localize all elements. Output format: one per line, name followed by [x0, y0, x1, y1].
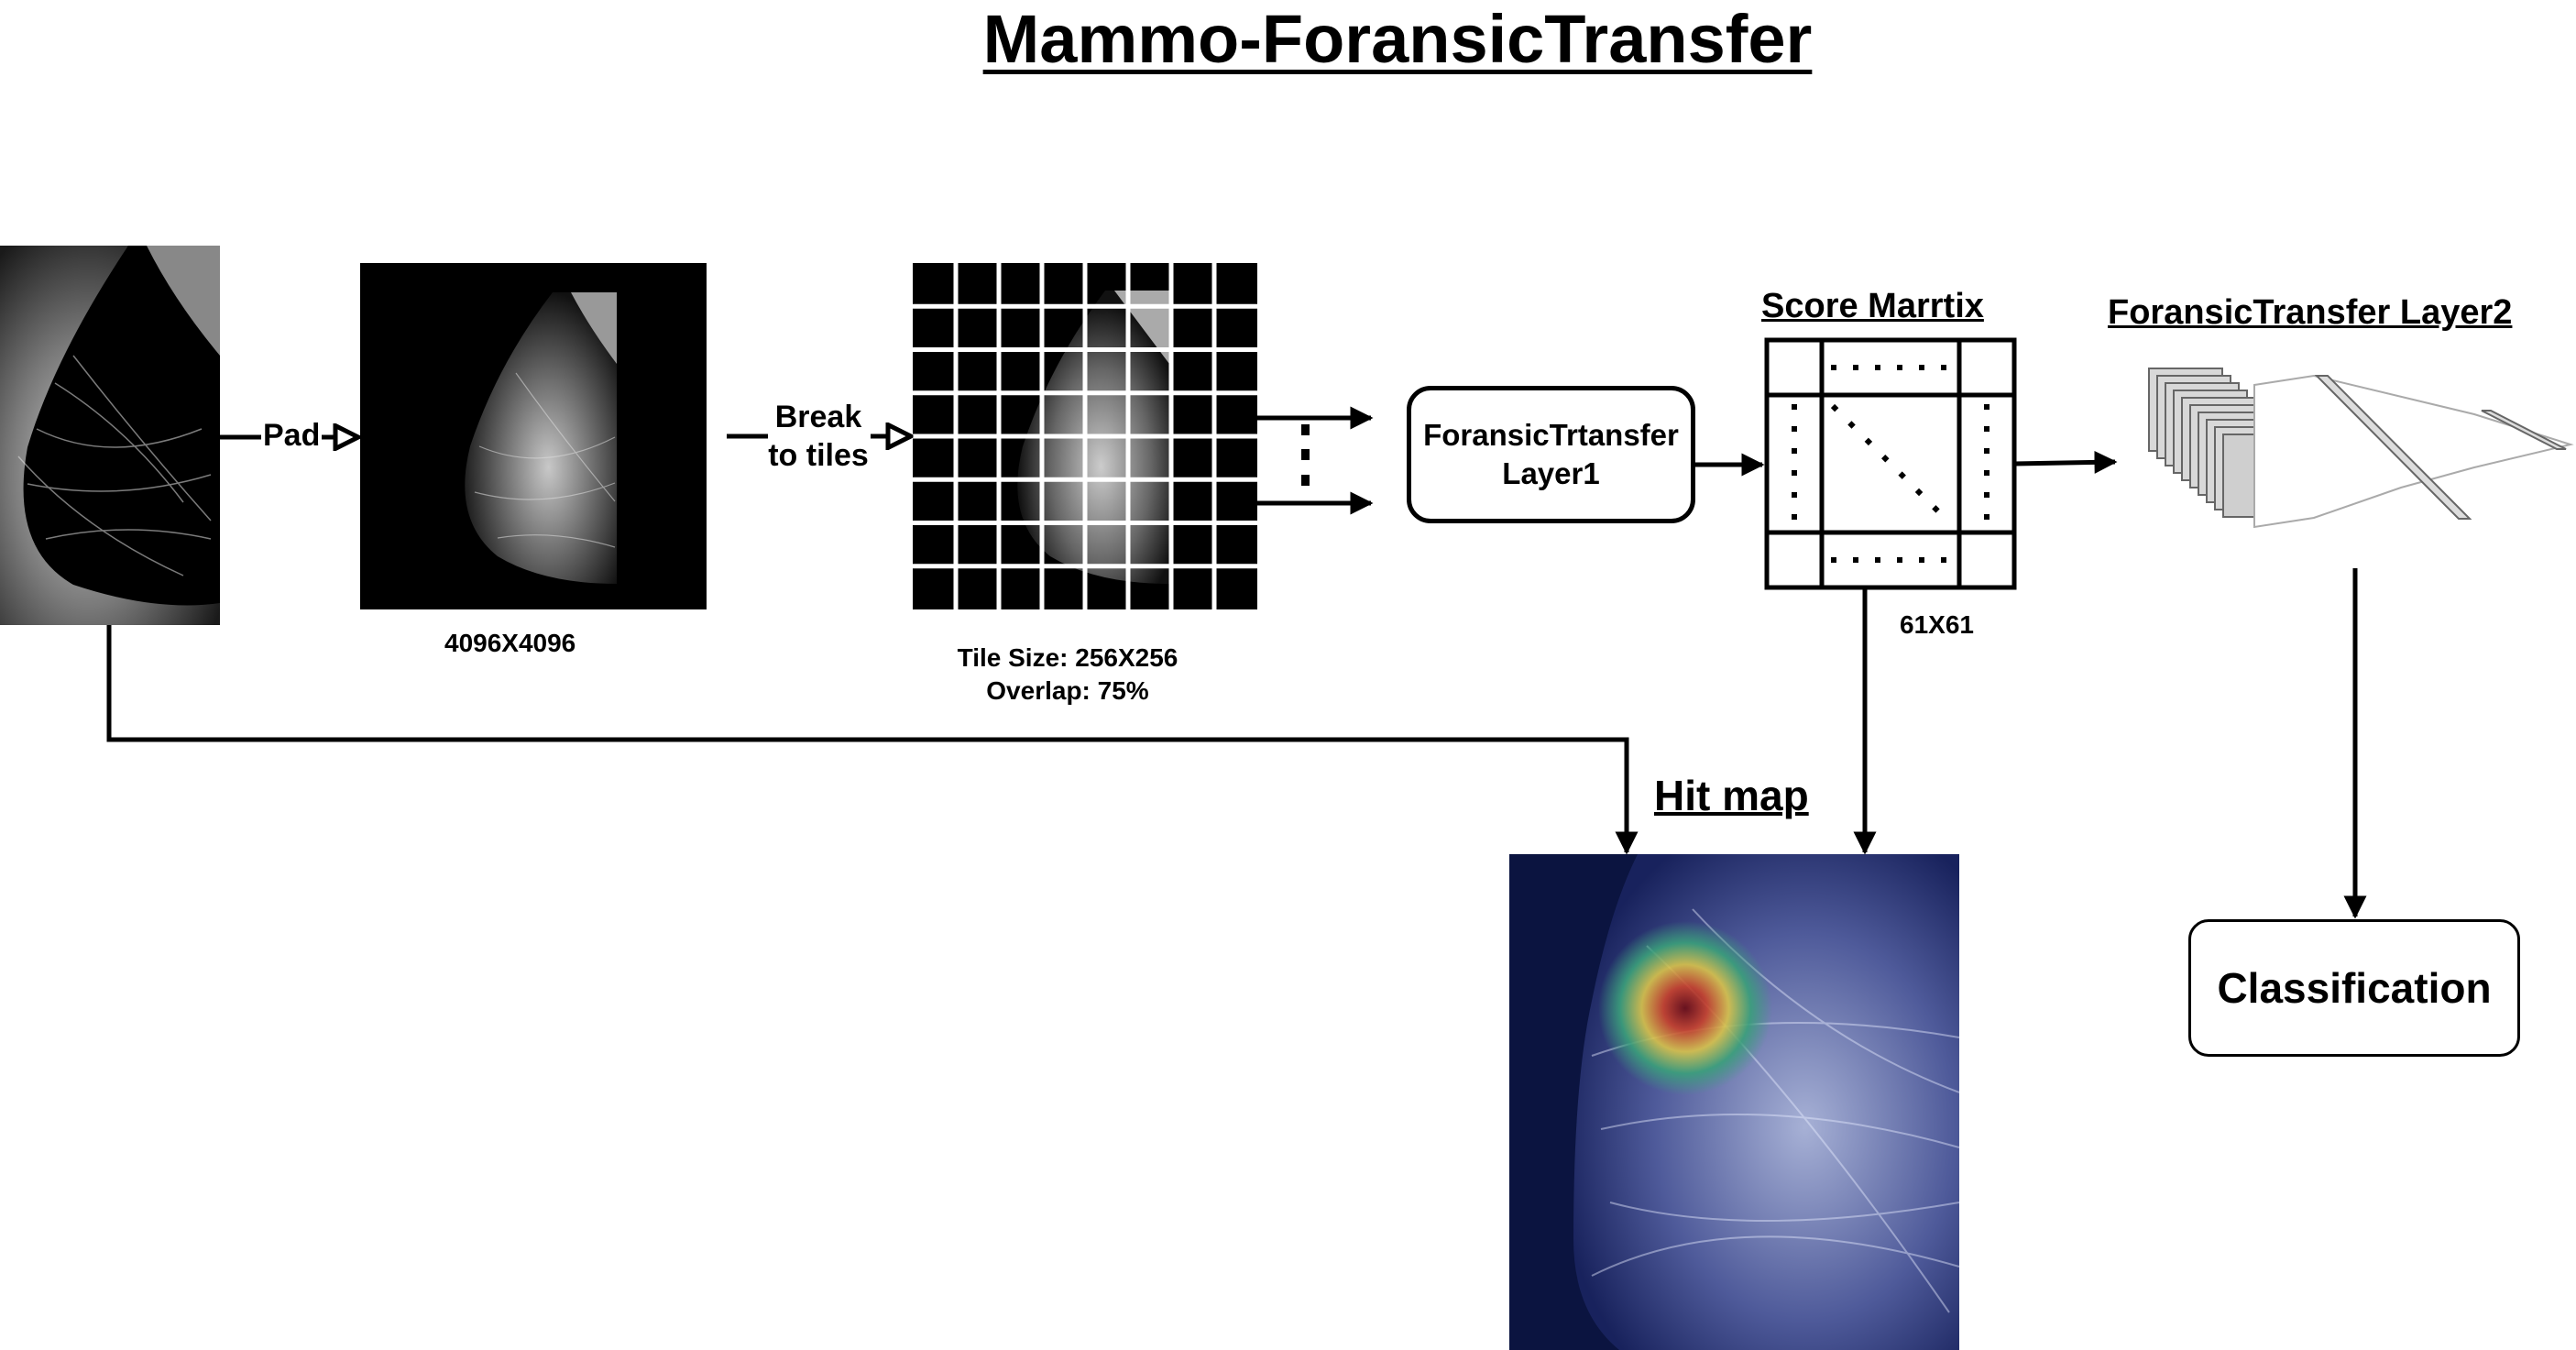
overlap-label: Overlap: 75%	[986, 676, 1149, 705]
score-matrix-graphic	[1764, 337, 2017, 590]
classification-box: Classification	[2188, 919, 2520, 1057]
hit-map-image	[1509, 854, 1959, 1350]
padded-size-label: 4096X4096	[444, 629, 576, 657]
score-matrix-size: 61X61	[1900, 610, 1974, 639]
tile-size-label: Tile Size: 256X256	[957, 643, 1178, 672]
pad-label: Pad	[261, 418, 323, 454]
break-to-tiles-label: Break to tiles	[766, 398, 871, 475]
layer2-title: ForansicTransfer Layer2	[2108, 293, 2513, 332]
diagram-title: Mammo-ForansicTransfer	[982, 1, 1813, 77]
layer1-line1: ForansicTrtansfer	[1423, 418, 1679, 452]
hit-map-title: Hit map	[1654, 772, 1809, 819]
tile-grid-image	[913, 263, 1257, 609]
score-matrix-title: Score Marrtix	[1761, 287, 1984, 325]
break-line2: to tiles	[768, 438, 869, 473]
padded-mammogram-image	[360, 263, 707, 609]
break-line1: Break	[774, 400, 862, 434]
original-mammogram-image	[0, 246, 220, 625]
tile-info-label: Tile Size: 256X256 Overlap: 75%	[926, 642, 1210, 708]
layer1-box: ForansicTrtansfer Layer1	[1407, 386, 1695, 523]
layer2-network-graphic	[2148, 368, 2574, 529]
layer1-line2: Layer1	[1502, 456, 1600, 490]
